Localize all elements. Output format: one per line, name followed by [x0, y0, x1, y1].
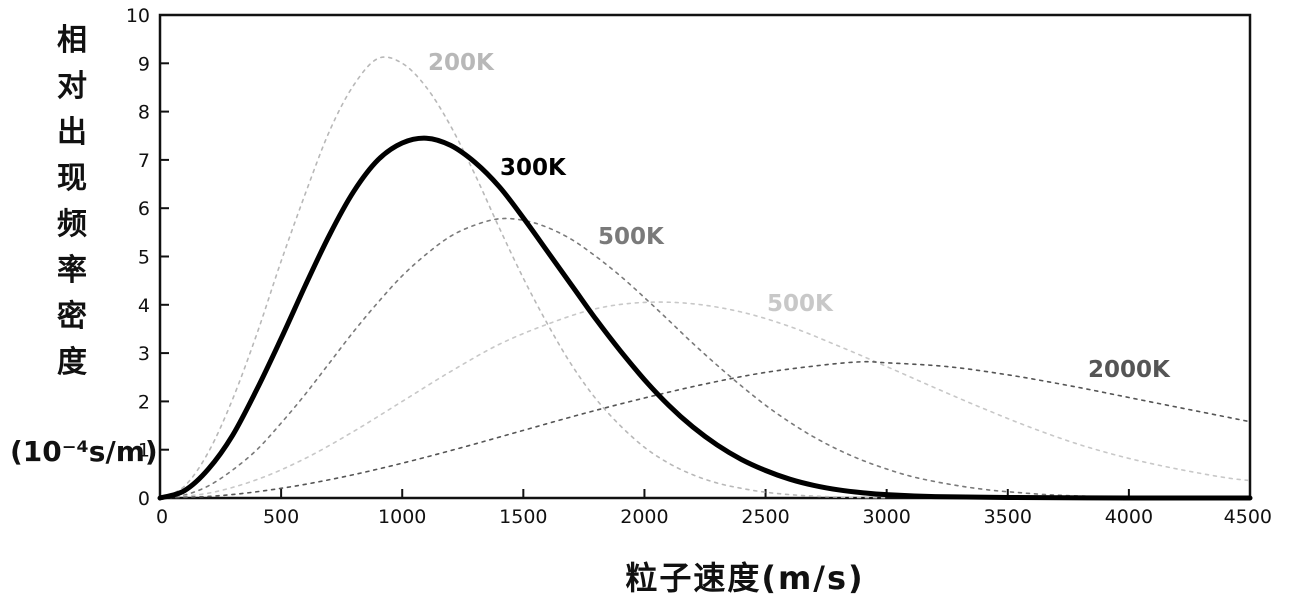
x-tick-label: 4500	[1224, 506, 1272, 528]
series-line	[159, 360, 1251, 499]
series-label: 200K	[428, 50, 495, 76]
y-tick-label: 8	[138, 102, 150, 124]
y-tick-label: 10	[126, 5, 150, 27]
y-tick-label: 9	[138, 53, 150, 75]
y-axis-label-char: 频	[57, 207, 87, 242]
series-label: 500K	[767, 291, 834, 317]
y-tick-label: 6	[138, 198, 150, 220]
y-tick-label: 7	[138, 150, 150, 172]
series-labels: 200K 300K 500K 500K 2000K	[428, 50, 1171, 383]
y-tick-label: 2	[138, 391, 150, 413]
x-tick-label: 4000	[1105, 506, 1153, 528]
y-tick-label: 4	[138, 295, 150, 317]
x-tick-label: 3000	[862, 506, 910, 528]
y-tick-label: 1	[138, 440, 150, 462]
series-line	[159, 217, 1251, 499]
x-tick-label: 0	[156, 506, 168, 528]
y-axis-label-char: 密	[57, 299, 87, 334]
y-axis-label-char: 对	[57, 69, 87, 104]
x-tick-label: 1000	[378, 506, 426, 528]
series-line	[159, 56, 888, 499]
x-tick-label: 3500	[984, 506, 1032, 528]
x-axis-label: 粒子速度(m/s)	[625, 559, 864, 597]
y-axis-unit: (10⁻⁴s/m)	[10, 435, 158, 468]
series-layer	[157, 56, 1253, 501]
series-label: 2000K	[1088, 357, 1171, 383]
x-tick-label: 1500	[499, 506, 547, 528]
x-tick-label: 2000	[620, 506, 668, 528]
series-line	[159, 301, 1251, 499]
y-axis-label-char: 现	[57, 161, 87, 196]
y-axis-label-char: 率	[57, 253, 87, 288]
y-tick-label: 5	[138, 247, 150, 269]
y-tick-label: 3	[138, 343, 150, 365]
y-axis-label-char: 相	[57, 23, 87, 58]
x-axis-ticks: 0 500 1000 1500 2000 2500 3000 3500 4000 4500	[156, 489, 1272, 528]
y-tick-label: 0	[138, 488, 150, 510]
x-tick-label: 2500	[741, 506, 789, 528]
x-tick-label: 500	[263, 506, 299, 528]
y-axis-label-char: 度	[57, 345, 87, 380]
series-label: 500K	[598, 224, 665, 250]
y-axis-label: 相对出现频率密度	[57, 23, 87, 380]
plot-frame	[158, 13, 1252, 500]
y-axis-ticks: 0 1 2 3 4 5 6 7 8 9 10	[126, 5, 169, 510]
series-line	[157, 135, 1253, 501]
series-label: 300K	[500, 155, 567, 181]
y-axis-label-char: 出	[57, 115, 87, 150]
